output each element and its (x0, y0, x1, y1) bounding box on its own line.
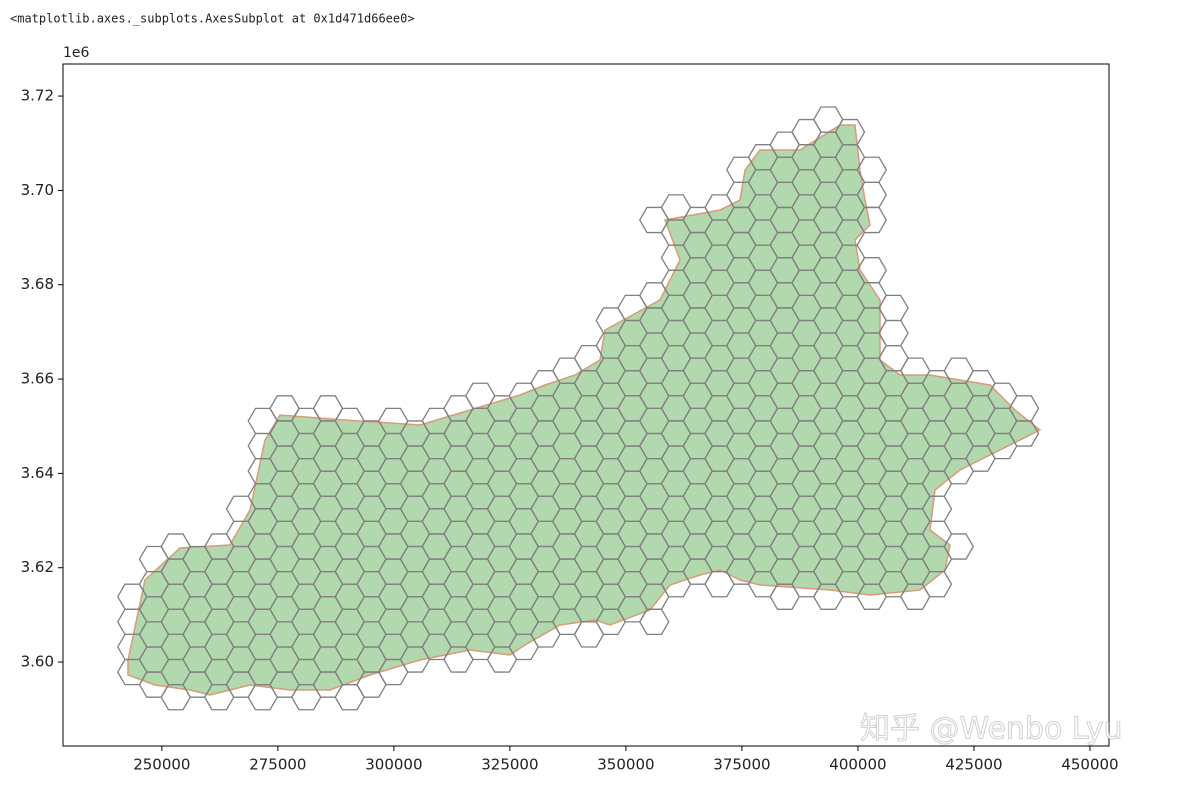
x-tick-label: 375000 (713, 756, 770, 774)
y-tick-label: 3.72 (21, 87, 54, 105)
hexagon (1008, 420, 1040, 447)
x-tick-label: 425000 (945, 756, 1002, 774)
watermark: 知乎 @Wenbo Lyu (860, 712, 1123, 747)
x-tick-label: 400000 (829, 756, 886, 774)
hexagon (878, 319, 909, 347)
hexagon (638, 608, 670, 636)
x-tick-label: 300000 (365, 756, 422, 774)
hexagon (943, 533, 975, 560)
output-text: <matplotlib.axes._subplots.AxesSubplot a… (10, 12, 415, 26)
axes-frame (62, 63, 1110, 747)
y-tick-label: 3.66 (21, 370, 54, 388)
y-tick-label: 3.60 (21, 653, 54, 671)
x-tick-label: 350000 (597, 756, 654, 774)
y-tick-label: 3.70 (21, 181, 54, 199)
plot-area (116, 106, 1042, 711)
x-tick-label: 450000 (1061, 756, 1118, 774)
x-tick-label: 275000 (249, 756, 306, 774)
y-tick-label: 3.68 (21, 275, 54, 293)
x-tick-label: 250000 (133, 756, 190, 774)
hexagon (921, 570, 953, 598)
hexagon (856, 257, 888, 284)
offset-label: 1e6 (63, 45, 90, 61)
x-tick-label: 325000 (481, 756, 538, 774)
y-tick-label: 3.62 (21, 558, 54, 576)
hexagon (878, 294, 909, 322)
hexagon (856, 206, 888, 234)
hexagon (856, 156, 888, 183)
y-tick-label: 3.64 (21, 464, 54, 482)
